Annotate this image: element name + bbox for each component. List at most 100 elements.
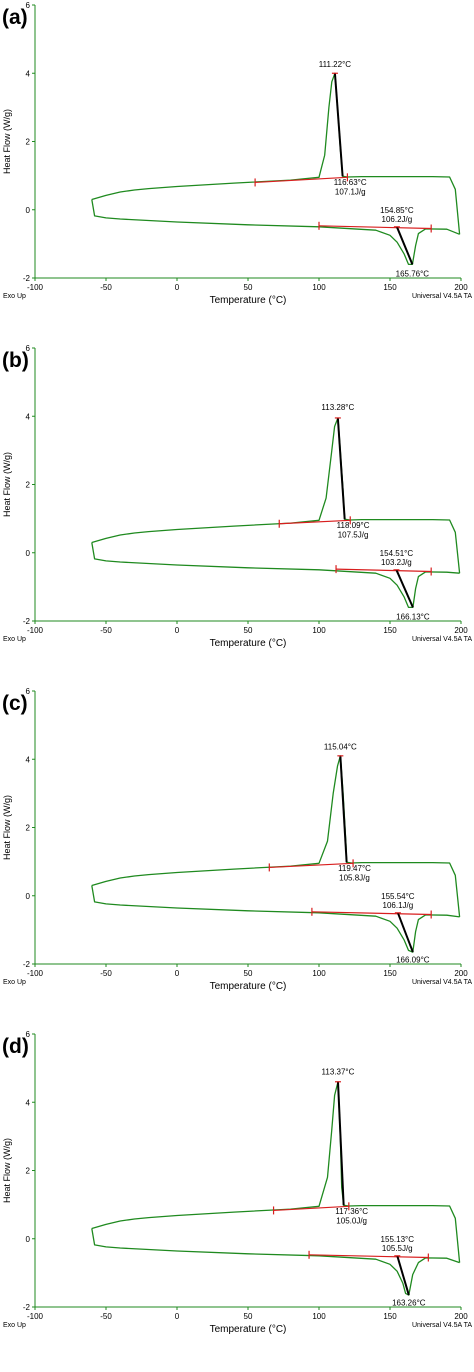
x-tick-label: 50: [244, 969, 253, 978]
y-tick-label: 6: [26, 344, 31, 353]
peak-tangent-line: [395, 226, 414, 265]
data-annotation: 117.36°C: [335, 1207, 368, 1216]
footer-right-label: Universal V4.5A TA: [412, 1322, 472, 1329]
data-annotation: 154.51°C: [380, 549, 414, 558]
data-annotation: 166.13°C: [396, 612, 430, 621]
peak-tangent-line: [336, 417, 346, 520]
peak-tangent-line: [339, 755, 348, 863]
data-annotation: 119.47°C: [338, 864, 371, 873]
integration-baseline: [269, 862, 354, 869]
y-tick-label: 6: [26, 1, 31, 10]
y-tick-label: 6: [26, 687, 31, 696]
x-tick-label: -50: [100, 969, 112, 978]
data-annotation: 103.2J/g: [381, 558, 412, 567]
y-tick-label: 2: [26, 481, 31, 490]
x-tick-label: 0: [175, 626, 180, 635]
data-annotation: 107.1J/g: [335, 187, 366, 196]
x-tick-label: 50: [244, 1312, 253, 1321]
heating-curve: [91, 885, 460, 953]
data-annotation: 115.04°C: [324, 743, 357, 752]
data-annotation: 165.76°C: [396, 269, 430, 278]
cooling-curve: [91, 755, 461, 917]
y-tick-label: 4: [26, 69, 31, 78]
y-tick-label: -2: [23, 274, 31, 283]
peak-tangent-line: [396, 912, 414, 953]
y-tick-label: 4: [26, 1098, 31, 1107]
data-annotation: 118.09°C: [337, 521, 370, 530]
dsc-panel: -2 0 2 4 6 -100 -50 0 50 100 150 200 Heat Flow (W/g)…: [2, 687, 472, 992]
peak-tangent-line: [333, 73, 344, 177]
y-tick-label: 4: [26, 412, 31, 421]
x-tick-label: 200: [454, 1312, 468, 1321]
panel-label: (b): [2, 349, 29, 372]
y-axis-label: Heat Flow (W/g): [2, 452, 12, 517]
footer-left-label: Exo Up: [3, 636, 26, 643]
y-axis-label: Heat Flow (W/g): [2, 109, 12, 174]
data-annotation: 106.2J/g: [382, 215, 413, 224]
heating-curve: [91, 199, 460, 266]
x-axis-label: Temperature (°C): [210, 981, 287, 992]
x-tick-label: 150: [383, 283, 397, 292]
y-tick-label: 0: [26, 206, 31, 215]
y-tick-label: 2: [26, 138, 31, 147]
footer-left-label: Exo Up: [3, 1322, 26, 1329]
integration-baseline: [273, 1205, 349, 1212]
heating-curve: [91, 542, 460, 609]
footer-left-label: Exo Up: [3, 293, 26, 300]
panel-label: (a): [2, 6, 28, 29]
y-axis-label: Heat Flow (W/g): [2, 795, 12, 860]
data-annotation: 107.5J/g: [338, 530, 369, 539]
panel-label: (d): [2, 1035, 29, 1058]
dsc-panel: -2 0 2 4 6 -100 -50 0 50 100 150 200 Heat Flow (W/g)…: [2, 344, 472, 649]
footer-right-label: Universal V4.5A TA: [412, 293, 472, 300]
data-annotation: 105.8J/g: [339, 873, 370, 882]
data-annotation: 111.22°C: [319, 60, 351, 69]
data-annotation: 155.13°C: [381, 1235, 415, 1244]
y-tick-label: 6: [26, 1030, 31, 1039]
y-tick-label: -2: [23, 617, 31, 626]
x-tick-label: -100: [27, 1312, 44, 1321]
integration-baseline: [336, 568, 432, 573]
y-tick-label: 4: [26, 755, 31, 764]
data-annotation: 163.26°C: [392, 1298, 426, 1307]
y-tick-label: 2: [26, 1167, 31, 1176]
x-tick-label: 100: [312, 283, 326, 292]
x-tick-label: 150: [383, 626, 397, 635]
y-tick-label: 0: [26, 1235, 31, 1244]
y-tick-label: -2: [23, 1303, 31, 1312]
panel-label: (c): [2, 692, 28, 715]
data-annotation: 105.0J/g: [336, 1216, 367, 1225]
data-annotation: 105.5J/g: [382, 1244, 413, 1253]
data-annotation: 113.37°C: [322, 1067, 355, 1076]
y-tick-label: -2: [23, 960, 31, 969]
data-annotation: 116.63°C: [334, 178, 367, 187]
peak-tangent-line: [395, 569, 414, 608]
footer-left-label: Exo Up: [3, 979, 26, 986]
data-annotation: 106.1J/g: [383, 901, 414, 910]
integration-baseline: [311, 911, 432, 916]
data-annotation: 154.85°C: [380, 206, 414, 215]
cooling-curve: [91, 72, 461, 235]
x-tick-label: -50: [100, 1312, 112, 1321]
x-axis-label: Temperature (°C): [210, 638, 287, 649]
x-tick-label: 100: [312, 1312, 326, 1321]
data-annotation: 166.09°C: [396, 955, 430, 964]
x-tick-label: 0: [175, 283, 180, 292]
heating-curve: [91, 1228, 460, 1296]
integration-baseline: [318, 225, 432, 230]
x-tick-label: 100: [312, 626, 326, 635]
x-tick-label: 50: [244, 283, 253, 292]
x-tick-label: -50: [100, 626, 112, 635]
x-axis-label: Temperature (°C): [210, 1324, 287, 1335]
integration-baseline: [255, 176, 348, 184]
x-tick-label: 0: [175, 1312, 180, 1321]
dsc-panel: -2 0 2 4 6 -100 -50 0 50 100 150 200 Heat Flow (W/g)…: [2, 1, 472, 306]
x-tick-label: 100: [312, 969, 326, 978]
x-tick-label: -50: [100, 283, 112, 292]
x-tick-label: 150: [383, 969, 397, 978]
x-tick-label: 150: [383, 1312, 397, 1321]
data-annotation: 113.28°C: [321, 403, 354, 412]
cooling-curve: [91, 1081, 461, 1263]
peak-tangent-line: [336, 1081, 345, 1206]
